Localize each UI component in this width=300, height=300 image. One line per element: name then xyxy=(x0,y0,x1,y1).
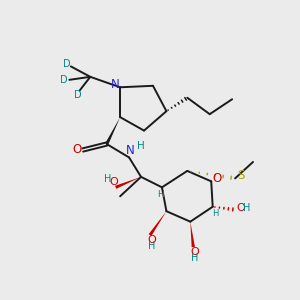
Polygon shape xyxy=(148,211,166,236)
Text: H: H xyxy=(191,254,199,263)
Text: O: O xyxy=(147,236,156,245)
Text: H: H xyxy=(157,190,164,199)
Text: O: O xyxy=(212,172,221,185)
Text: O: O xyxy=(190,248,199,257)
Text: H: H xyxy=(243,203,250,213)
Text: S: S xyxy=(237,169,244,182)
Text: H: H xyxy=(136,141,144,151)
Text: N: N xyxy=(111,78,120,92)
Text: D: D xyxy=(63,59,70,69)
Text: O: O xyxy=(236,203,245,213)
Text: D: D xyxy=(74,90,81,100)
Text: N: N xyxy=(126,144,135,158)
Text: D: D xyxy=(60,75,67,85)
Text: O: O xyxy=(110,177,118,187)
Text: O: O xyxy=(73,143,82,156)
Polygon shape xyxy=(105,117,120,145)
Text: H: H xyxy=(103,174,111,184)
Text: H: H xyxy=(148,242,155,251)
Polygon shape xyxy=(190,222,195,247)
Polygon shape xyxy=(115,177,141,189)
Text: H: H xyxy=(212,209,219,218)
